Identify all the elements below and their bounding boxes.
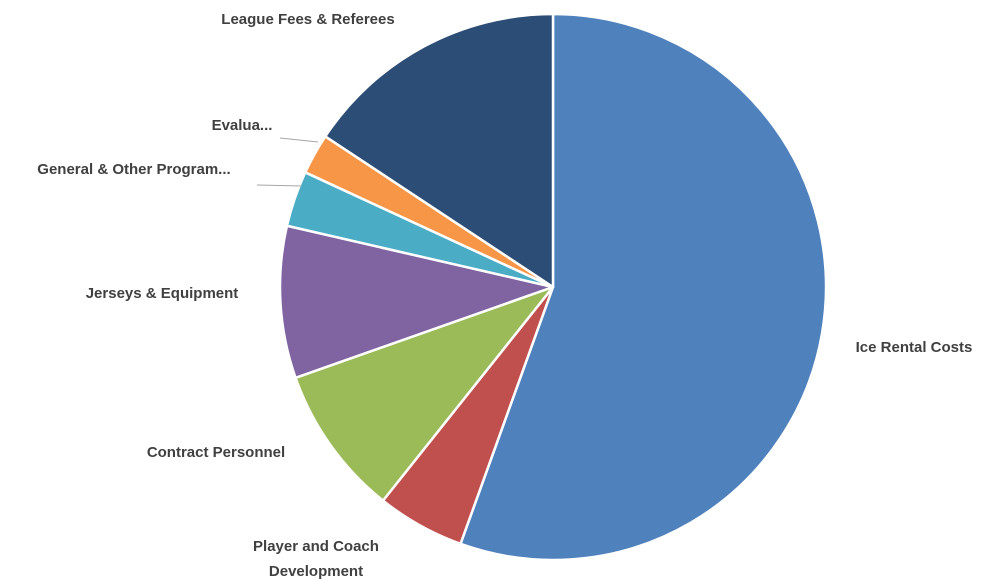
slice-label-jerseys-equipment: Jerseys & Equipment [86, 285, 239, 302]
pie-slices [278, 12, 828, 562]
slice-label-player-and-coach-development: Player and Coach Development [253, 538, 379, 580]
slice-label-ice-rental-costs: Ice Rental Costs [856, 339, 973, 356]
pie-slice-contract-personnel [294, 285, 555, 502]
slice-label-evalua: Evalua... [212, 117, 273, 134]
slice-label-league-fees-referees: League Fees & Referees [221, 11, 394, 28]
slice-labels: Ice Rental Costs Player and Coach Developm… [37, 11, 972, 580]
leader-line-evalua [279, 137, 319, 143]
leader-lines [256, 137, 319, 187]
pie-slice-league-fees-referees [324, 12, 555, 289]
pie-slice-jerseys-equipment [278, 224, 555, 380]
leader-line-general-other-program [256, 184, 303, 187]
slice-label-general-other-program: General & Other Program... [37, 161, 230, 178]
pie-slice-ice-rental-costs [459, 12, 828, 562]
slice-label-contract-personnel: Contract Personnel [147, 444, 285, 461]
